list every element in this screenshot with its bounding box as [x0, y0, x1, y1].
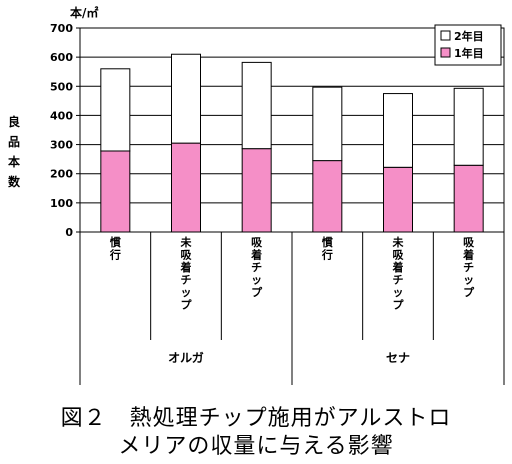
legend-label: 1年目 [454, 46, 484, 60]
bar-year1 [171, 142, 201, 233]
x-category-label: 吸着チップ [462, 236, 475, 299]
y-tick-label: 200 [50, 168, 73, 181]
x-category-label: 吸着チップ [250, 236, 263, 299]
unit-label: 本/㎡ [70, 5, 98, 20]
y-tick-label: 600 [50, 51, 73, 64]
bar-year2 [312, 86, 343, 162]
bar-year1 [383, 166, 413, 233]
y-tick-labels: 0 100 200 300 400 500 600 700 [50, 22, 73, 239]
legend-swatch [440, 30, 451, 41]
x-category-label: 慣行 [109, 235, 121, 262]
bar-year2 [453, 87, 484, 166]
legend-box [434, 24, 502, 66]
y-tick-label: 400 [50, 109, 73, 122]
x-category-label: 未吸着チップ [392, 235, 405, 312]
y-tick-label: 500 [50, 80, 73, 93]
y-tick-label: 0 [65, 226, 73, 239]
bar-year2 [383, 93, 413, 168]
legend-swatch [440, 47, 451, 58]
bar-chart: 0 100 200 300 400 500 600 700 本/㎡ 良品本数 慣行 未吸着チップ… [8, 5, 505, 385]
x-group-label: オルガ [168, 350, 204, 365]
y-tick-label: 100 [50, 197, 73, 210]
bar-year2 [100, 68, 131, 152]
bar-year2 [171, 53, 201, 144]
bar-year1 [312, 160, 343, 233]
x-category-label: 慣行 [321, 235, 333, 262]
x-group-label: セナ [386, 351, 410, 365]
y-axis-label: 良品本数 [8, 114, 21, 189]
axes [76, 27, 505, 385]
x-category-label: 未吸着チップ [180, 235, 193, 312]
bar-year1 [241, 148, 272, 233]
figure-caption-line-1: 図２ 熱処理チップ施用がアルストロ [60, 406, 452, 431]
bar-year2 [241, 61, 272, 150]
bar-year1 [453, 164, 484, 233]
y-tick-label: 300 [50, 139, 73, 152]
bar-year1 [100, 150, 131, 233]
x-category-labels: 慣行 未吸着チップ 吸着チップ 慣行 未吸着チップ 吸着チップ [109, 235, 475, 312]
plot-area [80, 28, 504, 232]
y-axis-label-text: 良品本数 [8, 114, 21, 189]
x-group-labels: オルガ セナ [168, 350, 410, 365]
legend-label: 2年目 [454, 29, 484, 43]
y-tick-label: 700 [50, 22, 73, 35]
figure-caption-line-2: メリアの収量に与える影響 [118, 434, 394, 459]
